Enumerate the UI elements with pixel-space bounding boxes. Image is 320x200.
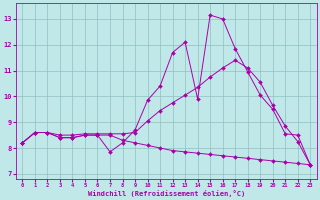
- X-axis label: Windchill (Refroidissement éolien,°C): Windchill (Refroidissement éolien,°C): [88, 190, 245, 197]
